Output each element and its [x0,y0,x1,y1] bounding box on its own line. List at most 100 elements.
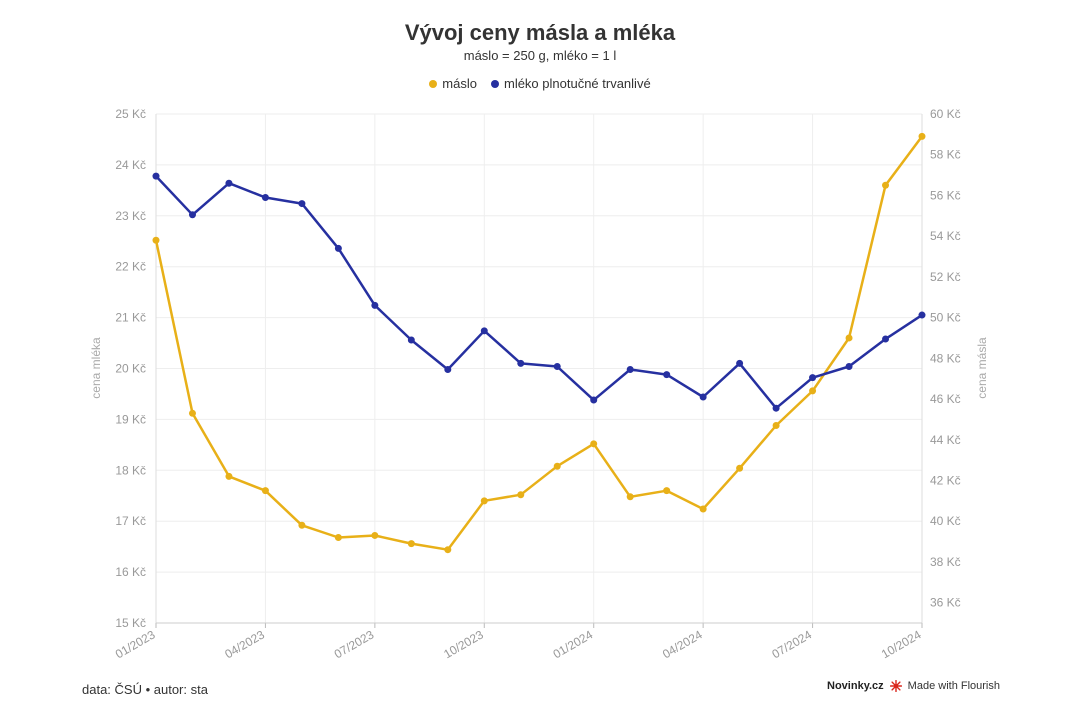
chart-title: Vývoj ceny másla a mléka [404,20,676,45]
left-tick-label: 23 Kč [115,209,146,223]
right-axis: 36 Kč 38 Kč 40 Kč 42 Kč 44 Kč 46 Kč 48 Kč 50 Kč… [921,107,961,623]
left-tick-label: 21 Kč [115,311,146,325]
data-point-mleko[interactable] [772,404,780,412]
data-point-maslo[interactable] [882,181,890,189]
x-tick-label: 04/2024 [660,627,705,661]
data-point-maslo[interactable] [407,540,415,548]
x-tick-label: 04/2023 [222,627,267,661]
data-point-mleko[interactable] [261,193,269,201]
data-point-mleko[interactable] [882,335,890,343]
x-tick-label: 10/2023 [441,627,486,661]
data-point-mleko[interactable] [188,211,196,219]
series-line-mleko [155,175,923,410]
footer-brand: Novinky.cz Made with Flourish [827,680,1000,692]
chart-legend: máslo mléko plnotučné trvanlivé [0,76,1080,91]
x-tick-label: 01/2023 [113,627,158,661]
right-tick-label: 48 Kč [930,351,961,365]
right-tick-label: 42 Kč [930,473,961,487]
data-point-mleko[interactable] [663,371,671,379]
left-tick-label: 22 Kč [115,260,146,274]
left-tick-label: 20 Kč [115,362,146,376]
data-point-maslo[interactable] [845,334,853,342]
right-tick-label: 56 Kč [930,188,961,202]
chart-header: Vývoj ceny másla a mléka máslo = 250 g, … [0,20,1080,63]
right-tick-label: 40 Kč [930,514,961,528]
right-axis-title: cena másla [975,337,989,399]
data-point-mleko[interactable] [371,301,379,309]
right-tick-label: 38 Kč [930,555,961,569]
data-point-maslo[interactable] [809,387,817,395]
data-point-maslo[interactable] [772,422,780,430]
right-tick-label: 52 Kč [930,270,961,284]
series-line-maslo [154,135,924,551]
data-point-maslo[interactable] [225,472,233,480]
right-tick-label: 50 Kč [930,311,961,325]
data-point-mleko[interactable] [334,244,342,252]
data-point-mleko[interactable] [407,336,415,344]
data-point-mleko[interactable] [444,366,452,374]
left-tick-label: 19 Kč [115,412,146,426]
x-axis: 01/2023 04/2023 07/2023 10/2023 01/2024 04/20… [113,622,924,661]
data-point-mleko[interactable] [918,311,926,319]
data-point-maslo[interactable] [188,409,196,417]
data-point-mleko[interactable] [480,327,488,335]
right-tick-label: 54 Kč [930,229,961,243]
data-point-mleko[interactable] [553,362,561,370]
data-point-maslo[interactable] [152,236,160,244]
novinky-logo[interactable]: Novinky.cz [827,680,884,692]
left-tick-label: 15 Kč [115,616,146,630]
legend-marker-mleko [490,79,499,88]
data-point-mleko[interactable] [845,362,853,370]
flourish-credit[interactable]: Made with Flourish [907,680,1000,692]
data-point-maslo[interactable] [918,132,926,140]
flourish-icon [889,680,902,692]
data-point-maslo[interactable] [298,521,306,529]
left-tick-label: 24 Kč [115,158,146,172]
series-layer [152,132,926,554]
left-tick-label: 16 Kč [115,565,146,579]
legend-label-maslo: máslo [442,76,477,91]
x-tick-label: 07/2024 [769,627,814,661]
data-point-maslo[interactable] [480,497,488,505]
data-point-maslo[interactable] [699,505,707,513]
data-point-maslo[interactable] [371,531,379,539]
data-point-maslo[interactable] [444,546,452,554]
data-point-mleko[interactable] [298,200,306,208]
data-point-mleko[interactable] [809,374,817,382]
left-tick-label: 17 Kč [115,514,146,528]
data-point-maslo[interactable] [334,533,342,541]
right-tick-label: 44 Kč [930,433,961,447]
left-tick-label: 18 Kč [115,463,146,477]
right-tick-label: 36 Kč [930,596,961,610]
legend-item-maslo[interactable]: máslo [429,76,477,91]
data-point-mleko[interactable] [517,359,525,367]
data-point-maslo[interactable] [736,464,744,472]
legend-marker-maslo [429,79,438,88]
x-tick-label: 10/2024 [879,627,924,661]
right-tick-label: 46 Kč [930,392,961,406]
data-point-mleko[interactable] [590,396,598,404]
data-point-maslo[interactable] [517,491,525,499]
chart-subtitle: máslo = 250 g, mléko = 1 l [463,48,617,63]
data-point-mleko[interactable] [152,172,160,180]
left-axis-title: cena mléka [89,337,103,399]
right-tick-label: 60 Kč [930,107,961,121]
data-point-mleko[interactable] [626,366,634,374]
footer-source: data: ČSÚ • autor: sta [82,682,208,697]
x-tick-label: 07/2023 [332,627,377,661]
right-tick-label: 58 Kč [930,148,961,162]
legend-item-mleko[interactable]: mléko plnotučné trvanlivé [490,76,651,91]
x-tick-label: 01/2024 [551,627,596,661]
legend-label-mleko: mléko plnotučné trvanlivé [503,76,651,91]
grid-lines [155,113,923,624]
data-point-maslo[interactable] [553,462,561,470]
data-point-maslo[interactable] [626,493,634,501]
data-point-maslo[interactable] [663,487,671,495]
data-point-mleko[interactable] [699,393,707,401]
data-point-maslo[interactable] [261,487,269,495]
data-point-mleko[interactable] [225,179,233,187]
left-axis: 15 Kč 16 Kč 17 Kč 18 Kč 19 Kč 20 Kč 21 Kč 22 Kč… [115,107,157,630]
data-point-maslo[interactable] [590,440,598,448]
data-point-mleko[interactable] [736,359,744,367]
